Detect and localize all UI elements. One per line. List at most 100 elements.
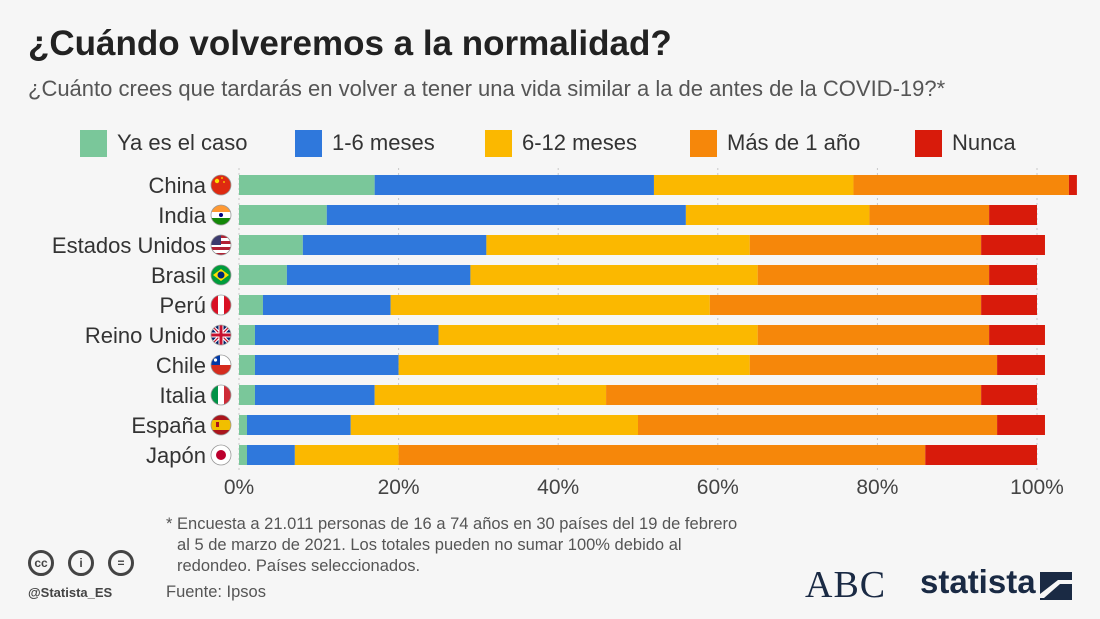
bar-segment [438,325,758,345]
bar-segment [239,175,375,195]
bar-segment [239,325,255,345]
statista-mark-icon [1040,572,1072,600]
bar-segment [374,385,607,405]
x-tick-label: 20% [378,476,420,499]
bar-segment [398,355,750,375]
spain-flag-icon [210,414,232,436]
bar-segment [398,445,926,465]
bar-segment [997,415,1045,435]
bar-segment [989,205,1037,225]
bar-segment [254,325,439,345]
footnote: * Encuesta a 21.011 personas de 16 a 74 … [166,514,766,577]
legend-item: Nunca [915,128,1016,158]
attribution-icon: i [68,550,94,576]
bar-segment [239,355,255,375]
x-tick-label: 80% [856,476,898,499]
legend-swatch [80,129,107,157]
footnote-text: Encuesta a 21.011 personas de 16 a 74 añ… [177,515,738,575]
bar-segment [470,265,758,285]
legend-label: 6-12 meses [522,130,637,155]
bar-segment [606,385,982,405]
category-label: Italia [160,383,207,408]
category-label: Perú [160,293,206,318]
legend-item: Más de 1 año [690,128,860,158]
legend-item: 1-6 meses [295,128,435,158]
bar-segment [853,175,1069,195]
category-label: Reino Unido [85,323,206,348]
bar-segment [294,445,399,465]
bar-segment [246,415,351,435]
legend-swatch [485,129,512,157]
cc-license-icon: cc [28,550,54,576]
legend-label: Nunca [952,130,1016,155]
bar-segment [302,235,487,255]
bar-segment [749,355,998,375]
bar-segment [757,325,990,345]
chart-subtitle: ¿Cuánto crees que tardarás en volver a t… [28,76,946,101]
bar-segment [709,295,982,315]
bar-segment [350,415,638,435]
bar-segment [925,445,1037,465]
bar-segment [239,235,303,255]
bar-segment [239,205,327,225]
bar-segment [653,175,854,195]
legend-item: 6-12 meses [485,128,637,158]
uk-flag-icon [210,324,232,346]
india-flag-icon [210,204,232,226]
bar-segment [239,385,255,405]
abc-logo: ABC [805,564,887,606]
peru-flag-icon [210,294,232,316]
bar-segment [254,355,399,375]
bar-segment [239,265,287,285]
bar-segment [239,445,247,465]
statista-logo: statista [920,563,1036,600]
legend-label: Más de 1 año [727,130,861,155]
bar-segment [638,415,998,435]
bar-segment [989,325,1045,345]
bar-segment [374,175,654,195]
footnote-marker: * [166,515,173,533]
bar-segment [997,355,1045,375]
china-flag-icon [210,174,232,196]
legend-swatch [295,129,322,157]
x-tick-label: 40% [537,476,579,499]
bar-segment [757,265,990,285]
bar-segment [981,295,1037,315]
bar-segment [262,295,391,315]
legend-item: Ya es el caso [80,128,247,158]
bar-segment [1068,175,1077,195]
bar-segment [390,295,710,315]
usa-flag-icon [210,234,232,256]
x-tick-label: 100% [1010,476,1064,499]
category-label: Chile [156,353,206,378]
x-tick-label: 60% [697,476,739,499]
bar-segment [246,445,295,465]
category-label: Japón [146,443,206,468]
italy-flag-icon [210,384,232,406]
category-label: Estados Unidos [52,233,206,258]
legend-swatch [915,129,942,157]
bar-segment [869,205,990,225]
brazil-flag-icon [210,264,232,286]
legend-label: Ya es el caso [117,130,248,155]
bar-segment [685,205,870,225]
bar-segment [981,235,1045,255]
chile-flag-icon [210,354,232,376]
legend: Ya es el caso 1-6 meses 6-12 meses Más de 1… [80,128,1080,158]
x-tick-label: 0% [224,476,254,499]
bar-segment [981,385,1037,405]
chart-title: ¿Cuándo volveremos a la normalidad? [28,24,672,63]
category-label: España [131,413,206,438]
no-derivatives-icon: = [108,550,134,576]
bar-segment [254,385,375,405]
bar-segment [286,265,471,285]
source-text: Fuente: Ipsos [166,583,266,601]
legend-label: 1-6 meses [332,130,435,155]
japan-flag-icon [210,444,232,466]
bar-segment [749,235,982,255]
category-label: Brasil [151,263,206,288]
category-label: China [149,173,207,198]
legend-swatch [690,129,717,157]
bar-segment [239,295,263,315]
bar-segment [239,415,247,435]
